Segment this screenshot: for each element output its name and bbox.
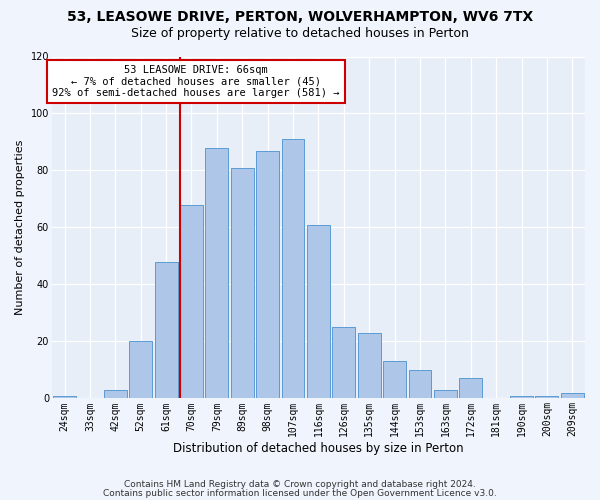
Bar	[53, 396, 76, 398]
X-axis label: Distribution of detached houses by size in Perton: Distribution of detached houses by size …	[173, 442, 464, 455]
Bar	[231, 168, 254, 398]
Text: Contains public sector information licensed under the Open Government Licence v3: Contains public sector information licen…	[103, 488, 497, 498]
Bar	[383, 362, 406, 399]
Bar	[535, 396, 559, 398]
Text: 53, LEASOWE DRIVE, PERTON, WOLVERHAMPTON, WV6 7TX: 53, LEASOWE DRIVE, PERTON, WOLVERHAMPTON…	[67, 10, 533, 24]
Text: 53 LEASOWE DRIVE: 66sqm
← 7% of detached houses are smaller (45)
92% of semi-det: 53 LEASOWE DRIVE: 66sqm ← 7% of detached…	[52, 65, 340, 98]
Bar	[510, 396, 533, 398]
Bar	[358, 333, 380, 398]
Bar	[256, 150, 279, 398]
Text: Size of property relative to detached houses in Perton: Size of property relative to detached ho…	[131, 28, 469, 40]
Bar	[180, 204, 203, 398]
Bar	[205, 148, 228, 398]
Bar	[332, 327, 355, 398]
Bar	[129, 342, 152, 398]
Bar	[281, 139, 304, 398]
Bar	[409, 370, 431, 398]
Bar	[561, 392, 584, 398]
Y-axis label: Number of detached properties: Number of detached properties	[15, 140, 25, 315]
Bar	[460, 378, 482, 398]
Bar	[307, 224, 330, 398]
Bar	[104, 390, 127, 398]
Text: Contains HM Land Registry data © Crown copyright and database right 2024.: Contains HM Land Registry data © Crown c…	[124, 480, 476, 489]
Bar	[155, 262, 178, 398]
Bar	[434, 390, 457, 398]
